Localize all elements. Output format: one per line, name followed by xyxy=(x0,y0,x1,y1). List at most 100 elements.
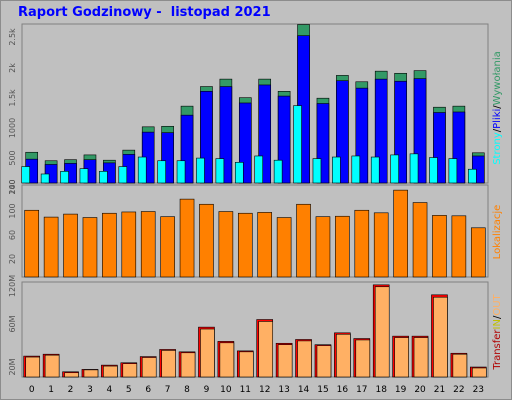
y-tick-label-top-1: 1000 xyxy=(8,118,17,138)
y-tick-label-middle-1: 60 xyxy=(8,230,17,240)
x-tick-label-3: 3 xyxy=(87,385,93,395)
bar-strony-12 xyxy=(254,155,264,184)
y-tick-label-middle-3: 140 xyxy=(8,179,17,194)
bar-lokalizacje-1 xyxy=(43,216,59,278)
bar-out-16 xyxy=(336,333,351,378)
bar-lokalizacje-21 xyxy=(432,215,447,278)
x-tick-label-8: 8 xyxy=(184,385,190,395)
x-tick-label-20: 20 xyxy=(414,385,426,395)
bar-lokalizacje-19 xyxy=(393,189,408,278)
bar-out-3 xyxy=(83,369,99,378)
x-tick-label-23: 23 xyxy=(473,385,484,395)
bar-strony-23 xyxy=(467,168,477,184)
y-tick-label-bottom-2: 120M xyxy=(8,275,17,297)
legend-item: Transfer xyxy=(492,329,503,371)
bar-strony-4 xyxy=(99,171,108,184)
x-tick-label-19: 19 xyxy=(395,385,407,395)
y-tick-label-top-3: 2k xyxy=(8,63,17,73)
x-tick-label-0: 0 xyxy=(29,385,35,395)
bar-strony-11 xyxy=(234,162,244,184)
bar-out-10 xyxy=(219,342,235,378)
x-tick-label-22: 22 xyxy=(453,385,464,395)
bar-strony-19 xyxy=(390,154,399,184)
bar-strony-20 xyxy=(409,153,419,184)
x-tick-label-13: 13 xyxy=(278,385,289,395)
bar-lokalizacje-5 xyxy=(121,211,137,278)
bar-strony-2 xyxy=(60,171,69,184)
bar-lokalizacje-16 xyxy=(335,215,350,278)
bar-strony-9 xyxy=(196,157,205,184)
bar-strony-22 xyxy=(448,158,458,184)
bar-lokalizacje-0 xyxy=(24,209,40,278)
bar-out-8 xyxy=(180,352,196,378)
bar-out-1 xyxy=(44,354,60,378)
bar-lokalizacje-2 xyxy=(63,213,78,278)
x-tick-label-17: 17 xyxy=(356,385,367,395)
bar-strony-17 xyxy=(351,155,361,184)
x-tick-label-16: 16 xyxy=(337,385,349,395)
bar-strony-15 xyxy=(312,158,322,184)
bar-out-2 xyxy=(64,372,79,378)
legend-item: Lokalizacje xyxy=(492,205,503,260)
bar-strony-0 xyxy=(21,166,31,184)
y-tick-label-bottom-1: 60M xyxy=(8,315,17,332)
y-tick-label-top-0: 500 xyxy=(8,150,17,165)
bar-out-13 xyxy=(277,344,293,378)
legend-bottom: TransferIN/OUT xyxy=(492,293,503,370)
bar-lokalizacje-14 xyxy=(296,203,311,278)
bar-strony-13 xyxy=(273,159,283,184)
bar-strony-21 xyxy=(429,157,438,184)
bar-out-15 xyxy=(316,345,332,378)
legend-item: / xyxy=(492,315,503,319)
legend-item: Pliki xyxy=(492,109,503,129)
x-tick-label-12: 12 xyxy=(259,385,270,395)
bar-out-11 xyxy=(238,351,254,378)
bar-strony-10 xyxy=(215,158,225,184)
bar-lokalizacje-13 xyxy=(276,217,292,278)
bar-lokalizacje-4 xyxy=(102,212,117,278)
y-tick-label-bottom-0: 20M xyxy=(8,358,17,375)
chart-panel-middle xyxy=(21,184,489,278)
x-tick-label-21: 21 xyxy=(434,385,445,395)
bar-out-22 xyxy=(452,353,468,378)
legend-item: OUT xyxy=(492,293,503,315)
bar-out-9 xyxy=(200,328,215,378)
bar-lokalizacje-9 xyxy=(199,203,214,278)
bar-lokalizacje-7 xyxy=(160,216,175,278)
bar-out-12 xyxy=(258,321,274,378)
bar-lokalizacje-11 xyxy=(237,212,253,278)
chart-panel-bottom xyxy=(21,281,489,378)
x-tick-label-1: 1 xyxy=(48,385,54,395)
bar-out-23 xyxy=(471,367,487,378)
bar-out-18 xyxy=(374,286,390,378)
legend-item: / xyxy=(492,128,503,132)
x-tick-label-14: 14 xyxy=(298,385,310,395)
bar-strony-7 xyxy=(157,160,166,184)
x-tick-label-11: 11 xyxy=(240,385,251,395)
bar-lokalizacje-12 xyxy=(257,212,273,278)
bar-strony-1 xyxy=(40,173,50,184)
legend-middle: Lokalizacje xyxy=(492,205,503,260)
bar-out-0 xyxy=(25,356,41,378)
x-tick-label-9: 9 xyxy=(204,385,210,395)
y-tick-label-middle-0: 20 xyxy=(8,254,17,264)
bar-lokalizacje-3 xyxy=(82,217,98,278)
bar-lokalizacje-6 xyxy=(140,211,156,278)
bar-out-7 xyxy=(161,350,176,378)
legend-item: Wywołania xyxy=(492,51,503,105)
x-tick-label-5: 5 xyxy=(126,385,132,395)
legend-item: IN xyxy=(492,319,503,329)
bar-strony-8 xyxy=(176,160,186,184)
bar-out-5 xyxy=(122,363,138,378)
y-tick-label-top-2: 1.5k xyxy=(8,89,17,107)
bar-out-14 xyxy=(297,340,312,378)
bar-out-21 xyxy=(433,296,448,378)
chart-labels: 50010001.5k2k2.5k206010014020M60M120M200… xyxy=(8,28,503,395)
bar-out-4 xyxy=(103,365,118,378)
x-tick-label-18: 18 xyxy=(375,385,387,395)
y-tick-label-top-4: 2.5k xyxy=(8,28,17,46)
bar-lokalizacje-8 xyxy=(179,198,195,278)
bar-out-6 xyxy=(141,357,157,378)
bar-out-17 xyxy=(355,339,371,378)
